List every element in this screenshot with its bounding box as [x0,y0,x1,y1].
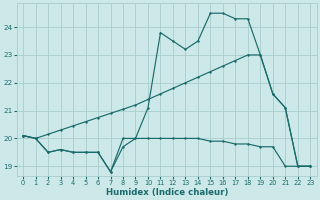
X-axis label: Humidex (Indice chaleur): Humidex (Indice chaleur) [106,188,228,197]
